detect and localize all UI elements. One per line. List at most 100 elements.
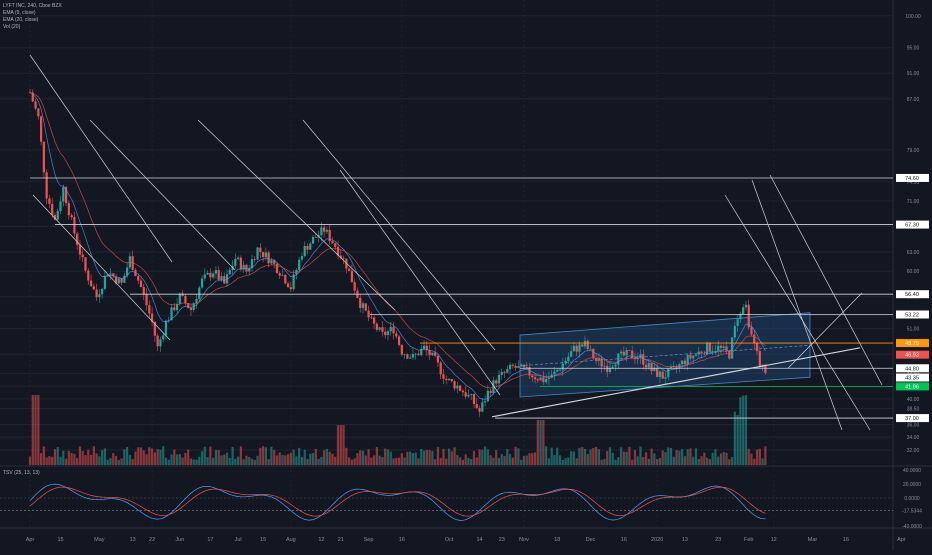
volume-bar [414,452,417,465]
candle-body [187,303,190,309]
candle-body [514,365,517,368]
candle-body [367,310,370,318]
volume-bar [206,457,209,465]
price-label-box [896,364,929,373]
candle-body [270,260,273,264]
candle-body [284,274,287,284]
volume-bar [153,452,156,465]
candle-body [481,402,484,412]
candle-body [755,343,759,352]
candle-body [436,355,440,363]
candle-body [503,371,506,373]
volume-bar [364,455,367,465]
candle-body [470,394,473,395]
volume-bar [264,447,267,465]
volume-bar [334,456,337,465]
volume-bar [719,453,723,465]
volume-bar [120,458,123,465]
volume-bar [528,453,531,465]
candle-body [95,289,98,298]
candle-body [445,378,448,381]
volume-bar [406,451,409,465]
candle-body [447,378,451,381]
candle-body [706,343,709,355]
candle-body [40,116,43,142]
volume-bar [545,446,548,465]
candle-body [378,327,381,330]
volume-bar [237,456,240,465]
symbol-title[interactable]: LYFT INC, 240, Cboe BZX [3,3,62,9]
trendline [724,194,871,431]
candle-body [175,303,179,311]
volume-bar [428,450,431,465]
candle-body [334,243,337,247]
volume-bar [361,450,365,465]
candle-body [156,335,159,347]
candle-body [683,360,686,365]
candle-body [647,363,650,368]
volume-bar [323,450,326,465]
volume-bar [48,456,51,465]
candle-body [434,352,437,356]
oscillator-legend[interactable]: TSV (25, 13, 13) [3,470,40,476]
candle-body [359,297,362,308]
volume-bar [270,446,273,465]
candle-body [669,366,673,369]
candle-body [420,348,423,356]
candle-body [736,319,739,326]
volume-bar [475,457,478,465]
y-tick-label: 60.00 [907,269,920,275]
time-axis[interactable]: Apr 15 May 13 22 Jun 17 Jul 15 Aug 12 21 Sep 16 Oct 14 2… [26,537,906,543]
candle-body [508,364,512,370]
candle-body [278,272,281,276]
candle-body [228,270,231,275]
volume-bar [603,458,606,465]
volume-bar [431,451,434,465]
volume-bar [200,451,204,465]
volume-bar [339,425,342,465]
volume-bar [514,446,517,465]
volume-bar [95,453,98,465]
candle-body [98,294,101,298]
ema-fast-label[interactable]: EMA (9, close) [3,10,36,16]
ema-slow-label[interactable]: EMA (20, close) [3,17,39,23]
volume-label[interactable]: Vol (20) [3,24,21,30]
candle-body [625,349,628,356]
volume-bar [517,448,520,465]
volume-bar [228,458,231,465]
volume-bar [672,456,675,465]
volume-bar [42,446,45,465]
candle-body [206,272,209,275]
x-tick-label: Oct [445,537,454,543]
x-tick-label: 16 [843,537,849,543]
x-tick-label: 16 [399,537,405,543]
price-label-box [896,220,929,229]
price-axis[interactable]: 100.0095.0091.0087.0079.0074.0071.0067.0… [896,14,929,530]
volume-bar [567,457,570,465]
volume-bar [472,451,476,465]
price-label: 37.00 [905,416,919,422]
candle-body [42,141,45,173]
candle-body [67,203,70,216]
candle-body [151,313,154,322]
volume-bar [730,457,734,465]
candle-body [472,394,476,404]
osc-tick-label: 0.0000 [904,496,920,502]
volume-bar [336,425,340,465]
candle-body [381,327,384,332]
candle-body [195,298,198,304]
volume-bar [187,449,190,465]
candle-body [34,101,37,109]
candle-body [231,266,234,271]
volume-bar [456,455,459,465]
candle-body [386,331,390,336]
candle-body [650,363,653,372]
volume-bar [617,457,620,465]
candle-body [51,203,54,215]
x-tick-label: Mar [808,537,818,543]
volume-bar [325,448,329,465]
volume-bar [162,446,165,465]
